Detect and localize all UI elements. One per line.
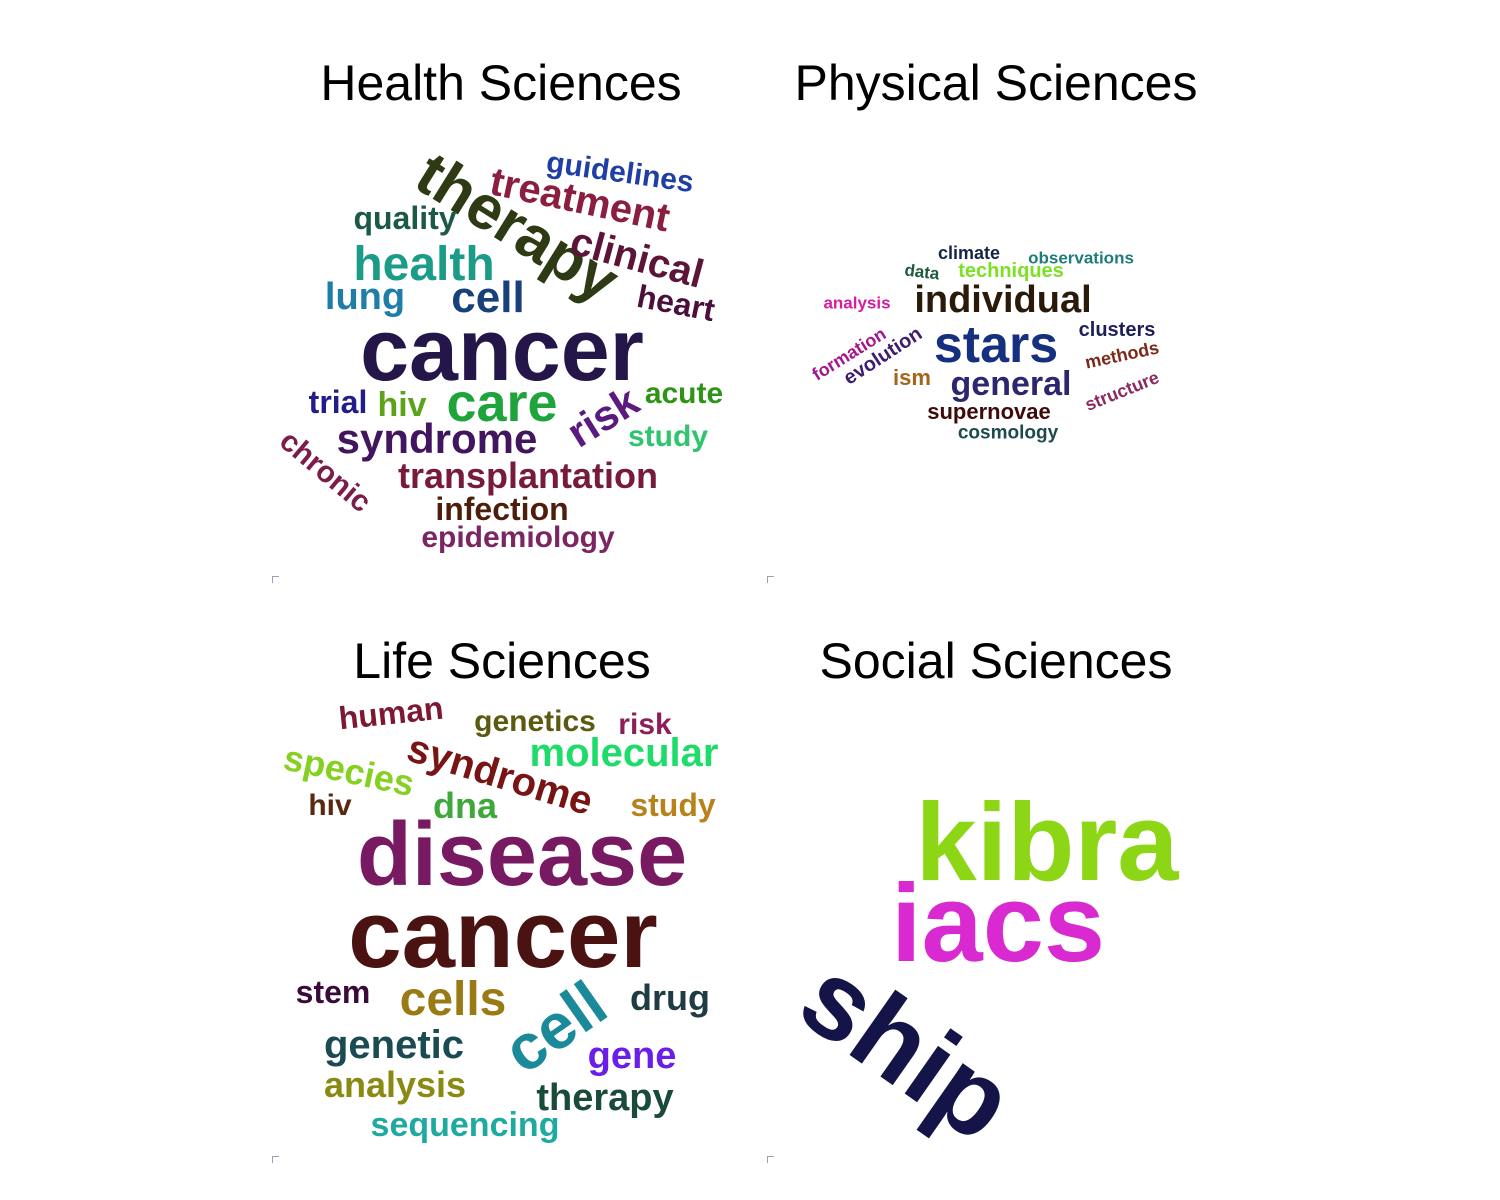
- word-life-sciences-human: human: [336, 689, 446, 737]
- word-health-sciences-syndrome: syndrome: [336, 415, 538, 462]
- word-life-sciences-dna: dna: [432, 785, 498, 826]
- word-life-sciences-sequencing: sequencing: [370, 1106, 560, 1144]
- word-life-sciences-disease: disease: [356, 805, 688, 905]
- word-life-sciences-hiv: hiv: [308, 789, 352, 822]
- panel-title-social-sciences: Social Sciences: [819, 633, 1173, 689]
- word-physical-sciences-techniques: techniques: [958, 260, 1064, 282]
- word-social-sciences-kibra: kibra: [915, 781, 1179, 904]
- word-health-sciences-epidemiology: epidemiology: [421, 521, 615, 554]
- word-life-sciences-molecular: molecular: [529, 731, 719, 775]
- word-health-sciences-health: health: [353, 238, 495, 291]
- word-physical-sciences-supernovae: supernovae: [927, 399, 1051, 424]
- word-physical-sciences-climate: climate: [937, 243, 1001, 263]
- word-physical-sciences-methods: methods: [1083, 337, 1161, 373]
- word-life-sciences-drug: drug: [630, 977, 710, 1018]
- panel-corner-mark: [272, 1156, 279, 1163]
- word-health-sciences-trial: trial: [308, 384, 368, 420]
- word-life-sciences-therapy: therapy: [536, 1077, 674, 1119]
- word-life-sciences-study: study: [630, 787, 716, 823]
- panel-corner-mark: [767, 576, 774, 583]
- word-health-sciences-care: care: [446, 373, 558, 433]
- word-life-sciences-cancer: cancer: [348, 881, 658, 988]
- word-physical-sciences-observations: observations: [1028, 248, 1134, 268]
- word-health-sciences-lung: lung: [324, 276, 406, 318]
- word-physical-sciences-analysis: analysis: [823, 293, 891, 313]
- word-physical-sciences-general: general: [950, 365, 1072, 403]
- word-health-sciences-hiv: hiv: [377, 386, 427, 424]
- word-life-sciences-gene: gene: [587, 1035, 677, 1077]
- word-physical-sciences-clusters: clusters: [1078, 319, 1156, 341]
- word-life-sciences-risk: risk: [618, 708, 672, 741]
- word-health-sciences-heart: heart: [634, 277, 718, 329]
- word-health-sciences-acute: acute: [644, 377, 724, 410]
- word-health-sciences-infection: infection: [435, 491, 569, 527]
- panel-corner-mark: [272, 576, 279, 583]
- word-health-sciences-quality: quality: [353, 200, 457, 236]
- word-life-sciences-genetics: genetics: [474, 705, 596, 738]
- word-physical-sciences-stars: stars: [933, 316, 1059, 374]
- word-physical-sciences-structure: structure: [1082, 367, 1162, 415]
- word-life-sciences-cells: cells: [399, 973, 507, 1026]
- word-health-sciences-study: study: [627, 420, 709, 453]
- word-life-sciences-analysis: analysis: [323, 1064, 467, 1105]
- panel-title-health-sciences: Health Sciences: [320, 55, 682, 111]
- word-life-sciences-genetic: genetic: [323, 1023, 465, 1067]
- word-health-sciences-transplantation: transplantation: [397, 455, 659, 496]
- word-life-sciences-stem: stem: [295, 974, 371, 1010]
- word-physical-sciences-cosmology: cosmology: [957, 422, 1059, 444]
- word-social-sciences-iacs: iacs: [890, 862, 1106, 985]
- panel-title-life-sciences: Life Sciences: [353, 633, 651, 689]
- word-health-sciences-cancer: cancer: [360, 300, 644, 399]
- panel-corner-mark: [767, 1156, 774, 1163]
- panel-title-physical-sciences: Physical Sciences: [794, 55, 1198, 111]
- word-physical-sciences-individual: individual: [914, 279, 1092, 321]
- word-health-sciences-cell: cell: [451, 273, 525, 322]
- word-physical-sciences-ism: ism: [893, 365, 931, 390]
